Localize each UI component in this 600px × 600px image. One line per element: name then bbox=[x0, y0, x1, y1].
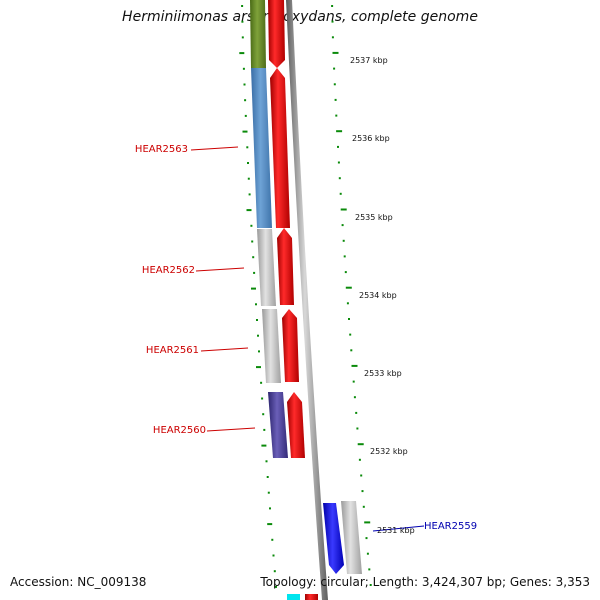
gene-arrow-blue-hear2559[interactable] bbox=[323, 503, 344, 574]
backbone-curve bbox=[286, 0, 328, 600]
topology-text: Topology: circular; Length: 3,424,307 bp… bbox=[260, 575, 590, 589]
feature-cyan-block[interactable] bbox=[287, 594, 300, 600]
feature-indigo-block[interactable] bbox=[268, 392, 288, 458]
map-title: Herminiimonas arsenicoxydans, complete g… bbox=[122, 9, 478, 25]
feature-olive-block[interactable] bbox=[250, 0, 266, 68]
label-hear2559[interactable]: HEAR2559 bbox=[424, 521, 477, 532]
leader-hear2563 bbox=[190, 146, 239, 151]
gene-arrow-red-hear2563[interactable] bbox=[270, 68, 290, 228]
gene-labels: HEAR2563 HEAR2562 HEAR2561 HEAR2560 HEAR… bbox=[135, 144, 477, 532]
left-tick-ruler bbox=[239, 5, 277, 588]
gene-arrow-red-1[interactable] bbox=[268, 0, 285, 68]
scale-label-2536: 2536 kbp bbox=[352, 134, 390, 143]
feature-grey-block-right[interactable] bbox=[341, 501, 362, 574]
scale-label-2533: 2533 kbp bbox=[364, 369, 402, 378]
feature-track-red bbox=[268, 0, 318, 600]
scale-label-2535: 2535 kbp bbox=[355, 213, 393, 222]
leader-hear2562 bbox=[195, 267, 245, 272]
scale-label-2537: 2537 kbp bbox=[350, 56, 388, 65]
accession-text: Accession: NC_009138 bbox=[10, 575, 147, 589]
gene-arrow-red-bottom[interactable] bbox=[305, 594, 318, 600]
feature-track-left bbox=[250, 0, 300, 600]
scale-label-2534: 2534 kbp bbox=[359, 291, 397, 300]
label-hear2563[interactable]: HEAR2563 bbox=[135, 144, 188, 155]
gene-arrow-red-hear2560[interactable] bbox=[287, 392, 305, 458]
leader-hear2559 bbox=[372, 525, 425, 532]
label-hear2561[interactable]: HEAR2561 bbox=[146, 345, 199, 356]
leader-hear2561 bbox=[200, 347, 249, 352]
label-hear2560[interactable]: HEAR2560 bbox=[153, 425, 206, 436]
feature-grey-block-1[interactable] bbox=[257, 229, 276, 306]
feature-grey-block-2[interactable] bbox=[262, 309, 281, 383]
scale-labels: 2537 kbp 2536 kbp 2535 kbp 2534 kbp 2533… bbox=[350, 56, 415, 535]
feature-steel-blue-block[interactable] bbox=[251, 68, 272, 228]
label-hear2562[interactable]: HEAR2562 bbox=[142, 265, 195, 276]
gene-arrow-red-hear2561[interactable] bbox=[282, 309, 299, 382]
genome-backbone bbox=[286, 0, 328, 600]
right-tick-ruler bbox=[331, 5, 372, 586]
gene-arrow-red-hear2562[interactable] bbox=[277, 228, 294, 305]
scale-label-2532: 2532 kbp bbox=[370, 447, 408, 456]
scale-label-2531: 2531 kbp bbox=[377, 526, 415, 535]
leader-hear2560 bbox=[206, 427, 256, 432]
feature-track-right bbox=[323, 501, 362, 574]
